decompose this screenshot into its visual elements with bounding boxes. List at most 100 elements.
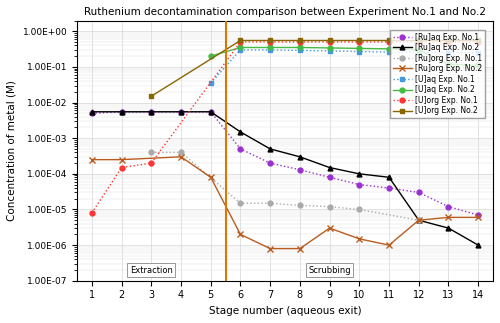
[Ru]aq Exp. No.2 — [178, 110, 184, 114]
[Ru]org Exp. No.2 — [386, 243, 392, 247]
[Ru]aq Exp. No.1 — [297, 168, 303, 172]
[U]org Exp. No.1 — [238, 40, 244, 44]
[Ru]org Exp. No.1 — [178, 151, 184, 154]
[Ru]org Exp. No.1 — [297, 203, 303, 207]
[Ru]aq Exp. No.2 — [297, 155, 303, 159]
[U]org Exp. No.2 — [386, 38, 392, 42]
Line: [Ru]aq Exp. No.1: [Ru]aq Exp. No.1 — [90, 109, 480, 217]
[U]aq Exp. No.2 — [356, 47, 362, 50]
[U]org Exp. No.1 — [446, 40, 452, 44]
[U]aq Exp. No.2 — [386, 47, 392, 51]
[U]org Exp. No.2 — [297, 38, 303, 42]
[U]org Exp. No.1 — [416, 40, 422, 44]
X-axis label: Stage number (aqueous exit): Stage number (aqueous exit) — [208, 306, 362, 316]
[U]aq Exp. No.2 — [416, 48, 422, 52]
[U]aq Exp. No.1 — [267, 48, 273, 52]
[U]org Exp. No.2 — [326, 38, 332, 42]
[U]org Exp. No.1 — [118, 166, 124, 170]
[Ru]org Exp. No.2 — [238, 233, 244, 236]
[Ru]org Exp. No.1 — [148, 151, 154, 154]
[Ru]org Exp. No.2 — [118, 158, 124, 162]
[Ru]aq Exp. No.1 — [267, 161, 273, 165]
[U]aq Exp. No.2 — [208, 54, 214, 58]
[Ru]org Exp. No.2 — [178, 155, 184, 159]
[U]aq Exp. No.1 — [446, 51, 452, 55]
[U]org Exp. No.1 — [356, 40, 362, 44]
[U]org Exp. No.1 — [267, 40, 273, 44]
[Ru]aq Exp. No.2 — [386, 175, 392, 179]
[U]org Exp. No.2 — [416, 38, 422, 42]
Line: [Ru]org Exp. No.2: [Ru]org Exp. No.2 — [88, 154, 482, 252]
[U]aq Exp. No.1 — [416, 50, 422, 54]
[U]aq Exp. No.1 — [297, 48, 303, 52]
Text: Extraction: Extraction — [130, 266, 172, 275]
[U]aq Exp. No.1 — [238, 48, 244, 52]
[Ru]org Exp. No.2 — [356, 237, 362, 241]
[U]aq Exp. No.2 — [297, 46, 303, 49]
Y-axis label: Concentration of metal (M): Concentration of metal (M) — [7, 80, 17, 221]
[Ru]org Exp. No.1 — [267, 201, 273, 205]
[Ru]aq Exp. No.2 — [89, 110, 95, 114]
[Ru]org Exp. No.2 — [267, 247, 273, 251]
Text: Scrubbing: Scrubbing — [308, 266, 351, 275]
[Ru]aq Exp. No.1 — [148, 110, 154, 114]
[Ru]aq Exp. No.1 — [475, 213, 481, 217]
[U]org Exp. No.2 — [446, 38, 452, 42]
Line: [U]org Exp. No.2: [U]org Exp. No.2 — [149, 38, 480, 99]
[Ru]aq Exp. No.2 — [208, 110, 214, 114]
Line: [U]aq Exp. No.1: [U]aq Exp. No.1 — [208, 47, 480, 86]
[U]aq Exp. No.2 — [475, 63, 481, 67]
[Ru]aq Exp. No.1 — [178, 110, 184, 114]
[Ru]aq Exp. No.2 — [238, 130, 244, 134]
[U]org Exp. No.2 — [267, 38, 273, 42]
[Ru]org Exp. No.2 — [297, 247, 303, 251]
[Ru]aq Exp. No.1 — [238, 147, 244, 151]
[Ru]aq Exp. No.1 — [416, 191, 422, 194]
[Ru]aq Exp. No.2 — [356, 172, 362, 176]
[U]aq Exp. No.1 — [475, 51, 481, 55]
Line: [Ru]org Exp. No.1: [Ru]org Exp. No.1 — [149, 150, 421, 223]
[U]aq Exp. No.1 — [326, 49, 332, 53]
[U]org Exp. No.1 — [89, 211, 95, 215]
[Ru]org Exp. No.2 — [326, 226, 332, 230]
[U]org Exp. No.2 — [238, 38, 244, 42]
Line: [Ru]aq Exp. No.2: [Ru]aq Exp. No.2 — [90, 109, 480, 247]
[Ru]aq Exp. No.2 — [446, 226, 452, 230]
[Ru]aq Exp. No.2 — [118, 110, 124, 114]
[Ru]aq Exp. No.1 — [118, 110, 124, 114]
[U]aq Exp. No.1 — [386, 50, 392, 54]
[Ru]org Exp. No.2 — [208, 175, 214, 179]
[Ru]org Exp. No.1 — [356, 208, 362, 212]
[U]aq Exp. No.2 — [267, 46, 273, 49]
[Ru]org Exp. No.1 — [238, 201, 244, 205]
Line: [U]aq Exp. No.2: [U]aq Exp. No.2 — [208, 45, 480, 68]
[Ru]aq Exp. No.1 — [446, 205, 452, 209]
Legend: [Ru]aq Exp. No.1, [Ru]aq Exp. No.2, [Ru]org Exp. No.1, [Ru]org Exp. No.2, [U]aq : [Ru]aq Exp. No.1, [Ru]aq Exp. No.2, [Ru]… — [390, 29, 485, 118]
[Ru]aq Exp. No.1 — [326, 175, 332, 179]
[U]org Exp. No.1 — [148, 161, 154, 165]
[U]aq Exp. No.1 — [208, 81, 214, 85]
[Ru]org Exp. No.2 — [89, 158, 95, 162]
[U]org Exp. No.2 — [356, 38, 362, 42]
Title: Ruthenium decontamination comparison between Experiment No.1 and No.2: Ruthenium decontamination comparison bet… — [84, 7, 486, 17]
[U]org Exp. No.1 — [326, 40, 332, 44]
[U]org Exp. No.2 — [148, 94, 154, 98]
[Ru]aq Exp. No.1 — [89, 111, 95, 115]
[Ru]org Exp. No.1 — [416, 218, 422, 222]
[U]org Exp. No.1 — [386, 40, 392, 44]
[U]org Exp. No.1 — [475, 40, 481, 44]
[Ru]aq Exp. No.2 — [326, 166, 332, 170]
[Ru]org Exp. No.1 — [326, 205, 332, 209]
[U]aq Exp. No.2 — [238, 46, 244, 49]
[Ru]org Exp. No.2 — [416, 218, 422, 222]
[Ru]aq Exp. No.1 — [386, 186, 392, 190]
[Ru]aq Exp. No.2 — [416, 218, 422, 222]
[U]org Exp. No.2 — [475, 38, 481, 42]
[Ru]aq Exp. No.1 — [208, 110, 214, 114]
[Ru]org Exp. No.2 — [475, 215, 481, 219]
[U]aq Exp. No.2 — [326, 46, 332, 50]
[Ru]org Exp. No.2 — [446, 215, 452, 219]
Line: [U]org Exp. No.1: [U]org Exp. No.1 — [90, 39, 480, 215]
[Ru]aq Exp. No.1 — [356, 182, 362, 186]
[Ru]aq Exp. No.2 — [475, 243, 481, 247]
